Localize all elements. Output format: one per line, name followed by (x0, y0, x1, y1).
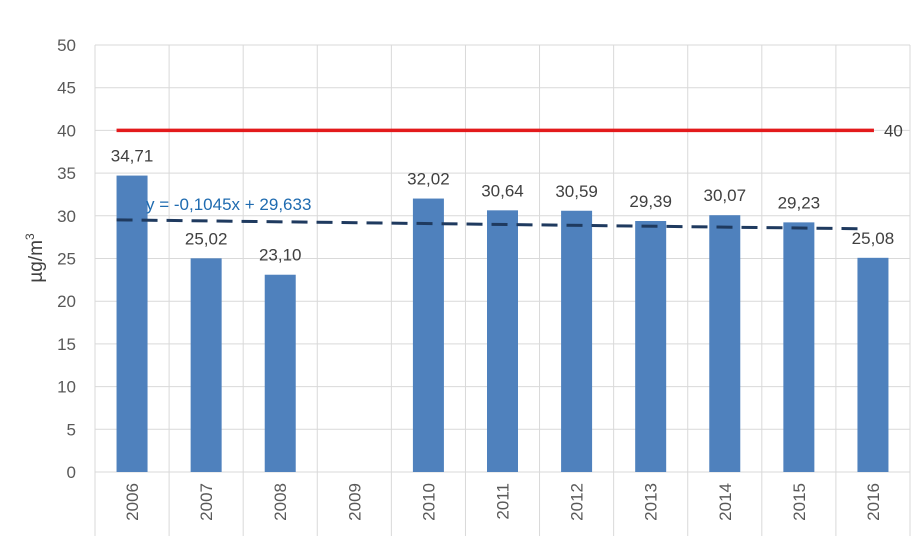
limit-label: 40 (884, 121, 903, 140)
data-label-2015: 29,23 (778, 193, 821, 212)
bar-2015 (783, 222, 815, 472)
data-label-2011: 30,64 (481, 181, 524, 200)
data-label-2008: 23,10 (259, 246, 302, 265)
bar-2006 (116, 175, 148, 472)
x-tick-label-2008: 2008 (271, 483, 290, 521)
data-label-2006: 34,71 (111, 147, 154, 166)
x-tick-label-2009: 2009 (345, 483, 364, 521)
y-tick-label: 45 (57, 79, 76, 98)
y-tick-label: 50 (57, 36, 76, 55)
bar-2016 (857, 257, 889, 472)
bar-2013 (635, 221, 667, 472)
data-label-2007: 25,02 (185, 229, 228, 248)
y-axis-title-unit: µg/m (26, 240, 47, 283)
y-tick-label: 20 (57, 292, 76, 311)
x-tick-label-2007: 2007 (197, 483, 216, 521)
bar-2011 (487, 210, 518, 472)
x-tick-label-2006: 2006 (123, 483, 142, 521)
x-tick-label-2012: 2012 (568, 483, 587, 521)
x-tick-label-2014: 2014 (716, 483, 735, 521)
y-tick-label: 10 (57, 378, 76, 397)
y-axis-title: µg/m3 (23, 233, 47, 283)
x-tick-label-2010: 2010 (419, 483, 438, 521)
bar-2012 (561, 210, 593, 472)
data-label-2016: 25,08 (852, 229, 895, 248)
data-labels: 34,71 25,02 23,10 32,02 30,64 30,59 29,39 30,07… (111, 147, 894, 265)
y-tick-label: 15 (57, 335, 76, 354)
y-tick-label: 30 (57, 207, 76, 226)
y-tick-label: 40 (57, 121, 76, 140)
y-tick-label: 25 (57, 250, 76, 269)
bars (116, 175, 889, 472)
y-tick-label: 0 (67, 463, 76, 482)
x-tick-label-2015: 2015 (790, 483, 809, 521)
x-axis-ticks: 2006 2007 2008 2009 2010 2011 2012 2013 2014 2015… (123, 483, 883, 521)
bar-2007 (190, 258, 222, 472)
y-tick-label: 5 (67, 420, 76, 439)
data-label-2010: 32,02 (407, 170, 450, 189)
x-tick-label-2013: 2013 (642, 483, 661, 521)
bar-2008 (264, 274, 296, 472)
data-label-2012: 30,59 (555, 182, 598, 201)
y-axis-ticks: 0 5 10 15 20 25 30 35 40 45 50 (57, 36, 76, 482)
bar-2010 (412, 198, 444, 472)
bar-2014 (709, 215, 741, 472)
y-axis-title-superscript: 3 (23, 233, 37, 240)
trendline-equation: y = -0,1045x + 29,633 (146, 195, 311, 214)
data-label-2013: 29,39 (629, 192, 672, 211)
grid (94, 44, 911, 536)
y-tick-label: 35 (57, 164, 76, 183)
x-tick-label-2011: 2011 (494, 483, 513, 520)
data-label-2014: 30,07 (703, 186, 746, 205)
x-tick-label-2016: 2016 (864, 483, 883, 521)
